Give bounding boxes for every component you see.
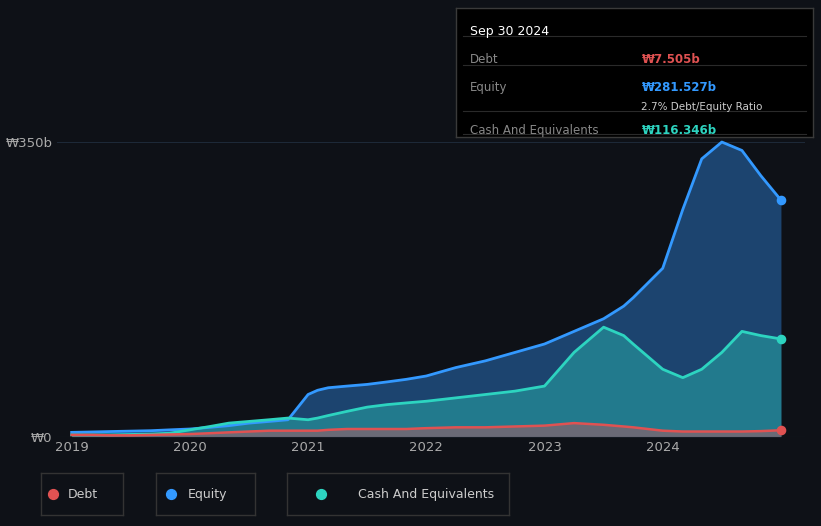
Point (333, 299, 346, 307)
Text: Equity: Equity (187, 488, 227, 501)
Text: Debt: Debt (67, 488, 98, 501)
Text: ₩7.505b: ₩7.505b (641, 53, 700, 66)
Text: 2.7% Debt/Equity Ratio: 2.7% Debt/Equity Ratio (641, 102, 763, 112)
Text: ₩281.527b: ₩281.527b (641, 82, 717, 94)
Point (774, 335, 787, 343)
Point (187, 299, 200, 307)
Text: Cash And Equivalents: Cash And Equivalents (358, 488, 494, 501)
Text: Cash And Equivalents: Cash And Equivalents (470, 124, 599, 137)
Point (694, 299, 707, 307)
Point (774, 426, 787, 434)
Text: Equity: Equity (470, 82, 507, 94)
Text: ₩116.346b: ₩116.346b (641, 124, 717, 137)
Point (774, 196, 787, 204)
Text: Sep 30 2024: Sep 30 2024 (470, 25, 549, 38)
Text: Debt: Debt (470, 53, 498, 66)
